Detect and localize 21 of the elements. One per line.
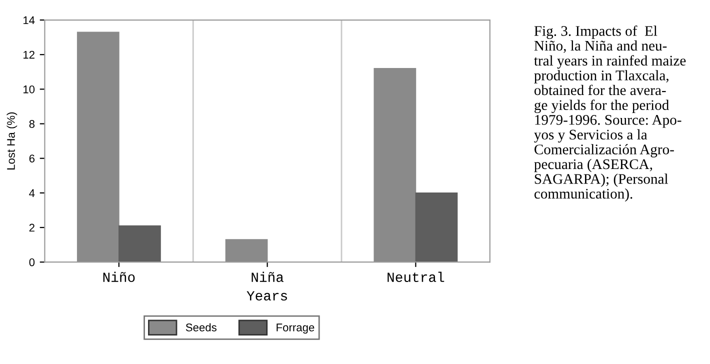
y-tick-label: 4 [29, 189, 35, 197]
legend-label: Seeds [186, 323, 216, 332]
y-tick-label: 0 [29, 258, 35, 266]
y-tick-label: 8 [29, 120, 35, 128]
y-tick-label: 10 [23, 85, 35, 94]
bar [118, 225, 161, 262]
y-tick-label: 2 [29, 224, 34, 232]
x-tick-label: Neutral [388, 272, 444, 282]
text: Fig. 3. Impacts of El Niño, la Niña and neu- tral years in rainfed maize production in Tlaxcala, obtained for the avera- ge yields for the period 1979-1996. Source: Apo- yos y Servicios a la Comercialización Agro- pecuaria (ASERCA, SAGARPA); (Personal communication). [534, 25, 686, 202]
y-tick-label: 12 [23, 50, 34, 59]
legend-label: Forrage [276, 324, 314, 334]
bar [374, 68, 416, 262]
x-tick-label: Niña [252, 272, 284, 282]
bar [76, 32, 120, 262]
bar [415, 192, 458, 262]
x-axis-title: Years [246, 291, 288, 301]
y-tick-label: 6 [29, 154, 35, 162]
x-tick-label: Niño [103, 272, 135, 282]
y-tick-label: 14 [23, 16, 35, 24]
y-axis-title: Lost Ha (%) [6, 112, 18, 170]
bar [225, 239, 268, 262]
